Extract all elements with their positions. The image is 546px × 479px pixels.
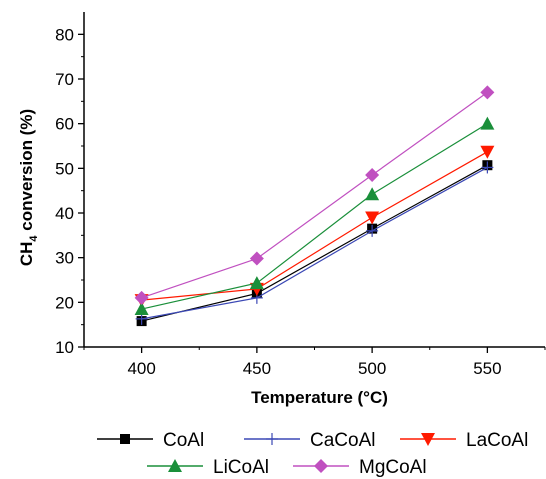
series-line-licoal <box>141 123 488 310</box>
y-axis-title-subscript: 4 <box>28 235 40 242</box>
x-axis-title: Temperature (°C) <box>251 388 388 407</box>
y-tick-label: 70 <box>55 70 74 89</box>
series-layer <box>134 85 495 327</box>
legend-label-mgcoal: MgCoAl <box>359 457 427 478</box>
data-point-lacoal <box>365 211 380 225</box>
legend-item-cacoal: CaCoAl <box>244 430 375 451</box>
legend-label-lacoal: LaCoAl <box>466 430 528 451</box>
y-tick-label: 40 <box>55 204 74 223</box>
legend-item-lacoal: LaCoAl <box>400 430 528 451</box>
x-tick-label: 400 <box>127 359 155 378</box>
legend-label-cacoal: CaCoAl <box>310 430 375 451</box>
y-axis-title-main: CH <box>17 242 36 267</box>
series-line-coal <box>141 164 488 322</box>
series-licoal <box>134 116 495 316</box>
series-mgcoal <box>134 85 495 305</box>
axes <box>83 12 545 348</box>
y-tick-label: 50 <box>55 159 74 178</box>
y-tick-label: 80 <box>55 25 74 44</box>
series-lacoal <box>134 145 495 308</box>
y-tick-label: 30 <box>55 249 74 268</box>
series-line-cacoal <box>141 166 488 320</box>
legend-item-licoal: LiCoAl <box>147 457 269 478</box>
x-tick-label: 450 <box>243 359 271 378</box>
series-line-mgcoal <box>141 91 488 299</box>
legend-item-mgcoal: MgCoAl <box>293 457 427 478</box>
data-point-lacoal <box>480 145 495 159</box>
series-coal <box>136 160 493 327</box>
legend-marker-cacoal <box>266 433 278 445</box>
data-point-licoal <box>134 302 149 316</box>
y-axis-title-rest: conversion (%) <box>17 109 36 236</box>
legend-marker-mgcoal <box>314 459 328 473</box>
x-tick-label: 550 <box>473 359 501 378</box>
data-point-mgcoal <box>365 168 380 183</box>
series-line-lacoal <box>141 151 488 301</box>
legend-marker-coal <box>120 434 130 444</box>
y-tick-label: 10 <box>55 338 74 357</box>
y-tick-label: 20 <box>55 293 74 312</box>
data-point-licoal <box>249 276 264 290</box>
data-point-mgcoal <box>134 290 149 305</box>
series-cacoal <box>135 161 494 325</box>
legend-label-licoal: LiCoAl <box>213 457 269 478</box>
ticks: 10 20 30 40 50 60 70 80 400 450 500 550 <box>55 25 546 378</box>
legend: CoAl CaCoAl LaCoAl LiCoAl MgCoAl <box>97 430 528 478</box>
legend-label-coal: CoAl <box>163 430 204 451</box>
data-point-cacoal <box>481 161 494 174</box>
legend-marker-lacoal <box>421 433 435 446</box>
data-point-cacoal <box>366 224 379 237</box>
legend-marker-licoal <box>168 459 182 472</box>
y-axis-title: CH4 conversion (%) <box>17 109 40 266</box>
data-point-licoal <box>365 187 380 201</box>
legend-item-coal: CoAl <box>97 430 204 451</box>
x-tick-label: 500 <box>358 359 386 378</box>
data-point-mgcoal <box>249 251 264 266</box>
data-point-mgcoal <box>480 85 495 100</box>
y-tick-label: 60 <box>55 115 74 134</box>
data-point-licoal <box>480 116 495 130</box>
